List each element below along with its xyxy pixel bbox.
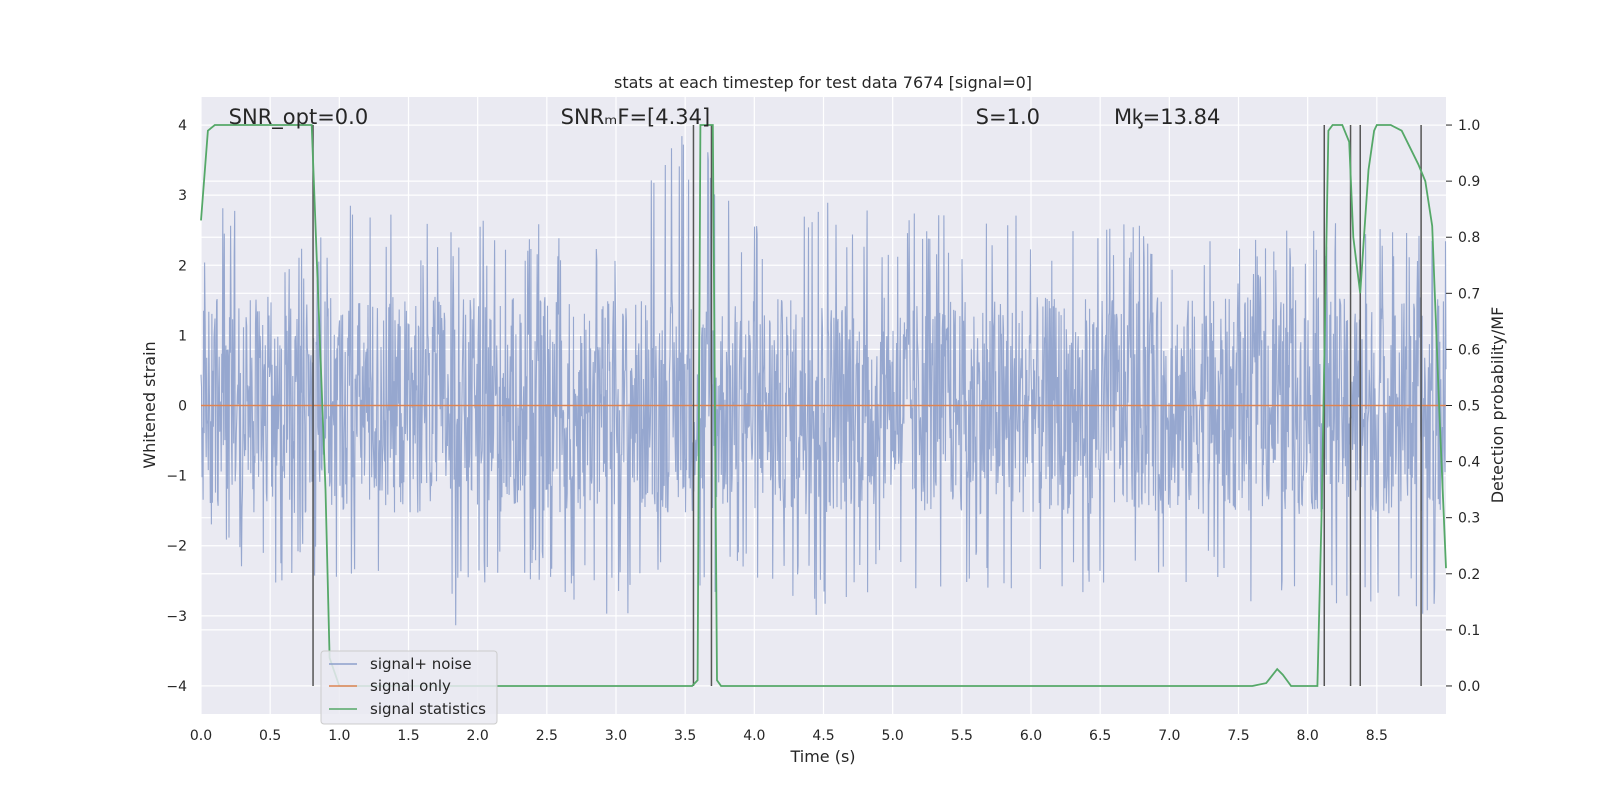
legend-label-signal: signal only xyxy=(370,677,451,695)
legend-label-stats: signal statistics xyxy=(370,700,486,718)
x-tick-label-6: 3.0 xyxy=(605,728,627,744)
x-tick-label-15: 7.5 xyxy=(1227,728,1249,744)
legend: signal+ noise signal only signal statist… xyxy=(320,650,498,725)
x-tick-label-8: 4.0 xyxy=(743,728,765,744)
legend-box xyxy=(320,650,498,725)
x-tick-label-12: 6.0 xyxy=(1020,728,1042,744)
y-tick-label-4: 0 xyxy=(178,399,187,415)
y2-tick-label-10: 0.0 xyxy=(1458,679,1480,695)
y2-tick-label-6: 0.4 xyxy=(1458,455,1480,471)
y2-tick-label-7: 0.3 xyxy=(1458,511,1480,527)
x-tick-label-2: 1.0 xyxy=(328,728,350,744)
y-tick-label-6: −2 xyxy=(166,539,187,555)
annotations: SNR_opt=0.0 SNRₘF=[4.34] S=1.0 Mᶄ=13.84 xyxy=(229,105,1221,130)
y2-tick-label-8: 0.2 xyxy=(1458,567,1480,583)
x-tick-label-16: 8.0 xyxy=(1297,728,1319,744)
x-tick-label-4: 2.0 xyxy=(467,728,489,744)
x-tick-label-0: 0.0 xyxy=(190,728,212,744)
x-axis-label: Time (s) xyxy=(789,747,855,766)
y-axis-label: Whitened strain xyxy=(140,341,159,468)
x-tick-label-1: 0.5 xyxy=(259,728,281,744)
x-tick-label-17: 8.5 xyxy=(1366,728,1388,744)
annotation-snr_mf: SNRₘF=[4.34] xyxy=(561,105,711,129)
x-axis-ticks: 0.0 0.5 1.0 1.5 2.0 2.5 3.0 3.5 4.0 4.5 5.0 5.5 6.0 6… xyxy=(190,728,1388,744)
x-tick-label-7: 3.5 xyxy=(674,728,696,744)
y-tick-label-3: 1 xyxy=(178,328,187,344)
x-tick-label-3: 1.5 xyxy=(397,728,419,744)
y2-tick-label-1: 0.9 xyxy=(1458,174,1480,190)
y2-tick-label-0: 1.0 xyxy=(1458,118,1480,134)
y-axis-ticks: 4 3 2 1 0 −1 −2 −3 −4 xyxy=(166,118,187,695)
y2-tick-label-5: 0.5 xyxy=(1458,399,1480,415)
y-tick-label-8: −4 xyxy=(166,679,187,695)
y2-tick-label-9: 0.1 xyxy=(1458,623,1480,639)
x-tick-label-5: 2.5 xyxy=(536,728,558,744)
y2-tick-label-2: 0.8 xyxy=(1458,230,1480,246)
x-tick-label-10: 5.0 xyxy=(882,728,904,744)
y2-tick-label-3: 0.7 xyxy=(1458,286,1480,302)
annotation-s: S=1.0 xyxy=(976,105,1040,129)
x-tick-label-14: 7.0 xyxy=(1158,728,1180,744)
y-tick-label-7: −3 xyxy=(166,609,187,625)
y-tick-label-5: −1 xyxy=(166,469,187,485)
x-tick-label-11: 5.5 xyxy=(951,728,973,744)
legend-label-noise: signal+ noise xyxy=(370,655,472,673)
y-tick-label-1: 3 xyxy=(178,188,187,204)
y-tick-label-0: 4 xyxy=(178,118,187,134)
x-tick-label-13: 6.5 xyxy=(1089,728,1111,744)
y2-tick-label-4: 0.6 xyxy=(1458,342,1480,358)
y2-axis-ticks: 1.0 0.9 0.8 0.7 0.6 0.5 0.4 0.3 0.2 0.1 0.0 xyxy=(1446,118,1480,695)
chart-title: stats at each timestep for test data 767… xyxy=(614,73,1032,92)
x-tick-label-9: 4.5 xyxy=(812,728,834,744)
annotation-snr_opt: SNR_opt=0.0 xyxy=(229,105,369,130)
noise-series xyxy=(200,136,1447,626)
annotation-mc: Mᶄ=13.84 xyxy=(1114,105,1220,129)
y-tick-label-2: 2 xyxy=(178,258,187,274)
y2-axis-label: Detection probability/MF xyxy=(1488,307,1507,504)
noise-trace xyxy=(200,136,1447,626)
